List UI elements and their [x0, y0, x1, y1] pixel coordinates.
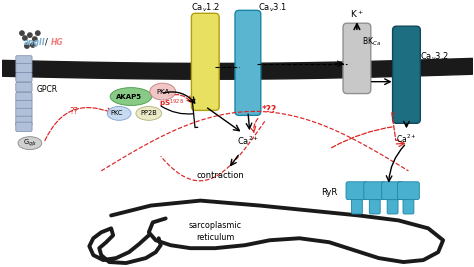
Text: Ca$_v$3.2: Ca$_v$3.2: [420, 51, 449, 63]
FancyBboxPatch shape: [382, 182, 403, 200]
FancyBboxPatch shape: [343, 23, 371, 93]
Text: /: /: [46, 38, 48, 46]
FancyBboxPatch shape: [16, 116, 32, 125]
Text: reticulum: reticulum: [196, 233, 234, 242]
FancyBboxPatch shape: [16, 122, 32, 131]
FancyBboxPatch shape: [351, 191, 362, 214]
FancyBboxPatch shape: [398, 182, 419, 200]
Text: Ca$^{2+}$: Ca$^{2+}$: [237, 135, 259, 147]
Text: PKC: PKC: [111, 110, 123, 116]
FancyBboxPatch shape: [16, 64, 32, 73]
Text: Ca$^{2+}$: Ca$^{2+}$: [396, 133, 417, 145]
FancyBboxPatch shape: [16, 56, 32, 65]
Text: PP2B: PP2B: [140, 110, 157, 116]
Circle shape: [25, 44, 29, 48]
Text: contraction: contraction: [196, 171, 244, 180]
Text: Ca$_v$3.1: Ca$_v$3.1: [258, 1, 287, 14]
Circle shape: [31, 43, 35, 47]
FancyBboxPatch shape: [364, 182, 386, 200]
Text: angII: angII: [24, 38, 46, 46]
Text: pS$^{1928}$: pS$^{1928}$: [158, 97, 183, 110]
Circle shape: [27, 33, 32, 37]
Text: K$^+$: K$^+$: [350, 9, 364, 20]
Text: PKA: PKA: [156, 89, 169, 95]
Text: HG: HG: [51, 38, 64, 46]
FancyBboxPatch shape: [346, 182, 368, 200]
Circle shape: [33, 37, 37, 41]
Text: AKAP5: AKAP5: [116, 93, 142, 100]
Ellipse shape: [136, 107, 162, 120]
Text: sarcoplasmic: sarcoplasmic: [189, 221, 242, 230]
Ellipse shape: [107, 107, 131, 120]
Circle shape: [23, 36, 27, 40]
FancyBboxPatch shape: [235, 10, 261, 115]
FancyBboxPatch shape: [16, 100, 32, 110]
FancyBboxPatch shape: [16, 83, 32, 92]
Ellipse shape: [110, 88, 152, 105]
FancyBboxPatch shape: [16, 92, 32, 102]
FancyBboxPatch shape: [16, 73, 32, 82]
Text: G$_{q/s}$: G$_{q/s}$: [23, 138, 37, 149]
Text: *??: *??: [262, 105, 277, 114]
Ellipse shape: [18, 137, 42, 150]
Circle shape: [36, 31, 40, 35]
Ellipse shape: [150, 83, 175, 100]
FancyBboxPatch shape: [387, 191, 398, 214]
FancyBboxPatch shape: [392, 26, 420, 123]
Circle shape: [20, 31, 24, 35]
Text: GPCR: GPCR: [37, 85, 58, 94]
FancyBboxPatch shape: [403, 191, 414, 214]
Text: RyR: RyR: [321, 188, 337, 197]
Text: BK$_{Ca}$: BK$_{Ca}$: [362, 36, 381, 48]
FancyBboxPatch shape: [16, 108, 32, 117]
FancyBboxPatch shape: [191, 13, 219, 111]
Text: Ca$_v$1.2: Ca$_v$1.2: [191, 1, 219, 14]
FancyBboxPatch shape: [369, 191, 380, 214]
Text: ??: ??: [69, 107, 78, 116]
